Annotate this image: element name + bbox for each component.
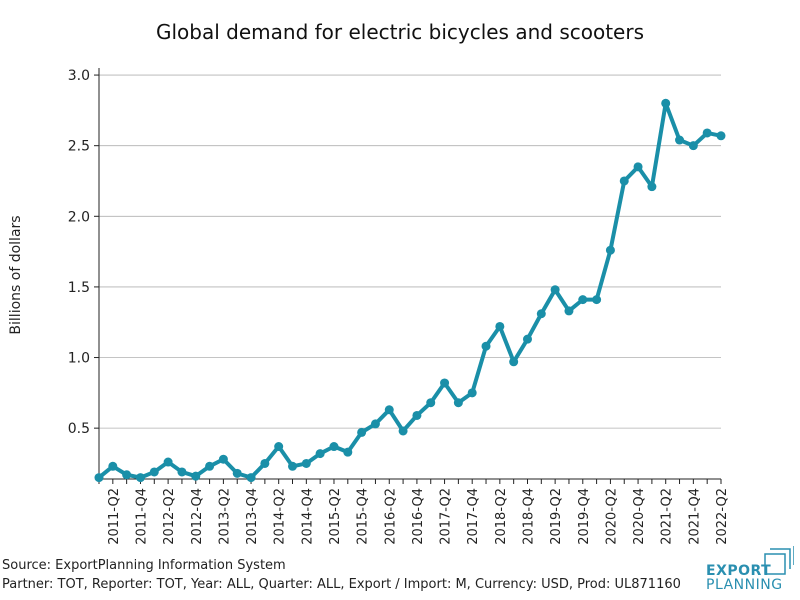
x-tick-label: 2017-Q4 — [466, 488, 481, 545]
y-tick-label: 2.0 — [68, 209, 90, 225]
exportplanning-logo: EXPORT PLANNING — [706, 546, 798, 594]
y-tick-label: 0.5 — [68, 421, 90, 437]
data-point — [633, 162, 643, 172]
logo-text-planning: PLANNING — [706, 577, 783, 593]
data-point — [94, 473, 104, 483]
x-tick-label: 2016-Q2 — [383, 488, 398, 545]
series-layer — [94, 98, 726, 483]
data-point — [453, 398, 463, 408]
data-point — [122, 470, 132, 480]
data-point — [481, 341, 491, 351]
data-point — [495, 321, 505, 331]
x-tick-label: 2018-Q4 — [521, 488, 536, 545]
data-point — [605, 245, 615, 255]
y-tick-label: 2.5 — [68, 139, 90, 155]
x-tick-label: 2019-Q2 — [549, 488, 564, 545]
y-tick-label: 1.0 — [68, 351, 90, 367]
x-tick-label: 2020-Q4 — [632, 488, 647, 545]
data-point — [357, 427, 367, 437]
data-point — [370, 419, 380, 429]
data-point — [716, 131, 726, 141]
data-point — [301, 458, 311, 468]
x-tick-label: 2011-Q2 — [107, 488, 122, 545]
data-point — [191, 471, 201, 481]
x-tick-label: 2012-Q4 — [190, 488, 205, 545]
x-tick-label: 2017-Q2 — [439, 488, 454, 545]
y-tick-label: 3.0 — [68, 68, 90, 84]
data-point — [564, 306, 574, 316]
chart-title: Global demand for electric bicycles and … — [156, 20, 644, 44]
data-point — [412, 410, 422, 420]
data-point — [426, 398, 436, 408]
gridlines — [99, 74, 721, 429]
data-point — [288, 461, 298, 471]
data-point — [232, 468, 242, 478]
x-tick-label: 2015-Q2 — [328, 488, 343, 545]
data-point — [398, 426, 408, 436]
x-tick-label: 2019-Q4 — [577, 488, 592, 545]
data-point — [218, 454, 228, 464]
query-parameters: Partner: TOT, Reporter: TOT, Year: ALL, … — [2, 577, 681, 592]
data-point — [149, 467, 159, 477]
axes — [98, 68, 721, 480]
data-point — [619, 176, 629, 186]
data-point — [343, 447, 353, 457]
data-point — [177, 467, 187, 477]
x-tick-label: 2014-Q2 — [273, 488, 288, 545]
data-point — [592, 295, 602, 305]
data-point — [163, 457, 173, 467]
x-ticks: 2011-Q2 2011-Q4 2012-Q2 2012-Q4 2013-Q2 2013-… — [98, 479, 730, 545]
x-tick-label: 2015-Q4 — [356, 488, 371, 545]
data-point — [108, 461, 118, 471]
x-tick-label: 2014-Q4 — [300, 488, 315, 545]
data-point — [329, 442, 339, 452]
data-point — [135, 473, 145, 483]
data-point — [384, 405, 394, 415]
x-tick-label: 2013-Q4 — [245, 488, 260, 545]
x-tick-label: 2012-Q2 — [162, 488, 177, 545]
data-point — [522, 334, 532, 344]
y-ticks: 0.5 1.0 1.5 2.0 2.5 3.0 — [68, 68, 99, 437]
logo-text-export: EXPORT — [706, 563, 772, 579]
data-point — [661, 98, 671, 108]
x-tick-label: 2021-Q2 — [660, 488, 675, 545]
data-point — [675, 135, 685, 145]
data-point — [550, 285, 560, 295]
series-line — [97, 101, 723, 480]
x-tick-label: 2021-Q4 — [687, 488, 702, 545]
data-point — [274, 442, 284, 452]
logo-mark-icon — [764, 546, 794, 575]
data-point — [246, 473, 256, 483]
x-tick-label: 2022-Q2 — [715, 488, 730, 545]
x-tick-label: 2011-Q4 — [134, 488, 149, 545]
source-note: Source: ExportPlanning Information Syste… — [2, 558, 286, 573]
y-tick-label: 1.5 — [68, 280, 90, 296]
data-point — [509, 357, 519, 367]
data-point — [315, 449, 325, 459]
x-tick-label: 2016-Q4 — [411, 488, 426, 545]
data-point — [578, 295, 588, 305]
x-tick-label: 2013-Q2 — [217, 488, 232, 545]
x-tick-label: 2018-Q2 — [494, 488, 509, 545]
data-point — [467, 388, 477, 398]
data-point — [205, 461, 215, 471]
data-point — [260, 458, 270, 468]
data-point — [536, 309, 546, 319]
x-tick-label: 2020-Q2 — [604, 488, 619, 545]
data-point — [702, 128, 712, 138]
data-point — [688, 141, 698, 151]
data-point — [440, 378, 450, 388]
data-point — [647, 182, 657, 192]
